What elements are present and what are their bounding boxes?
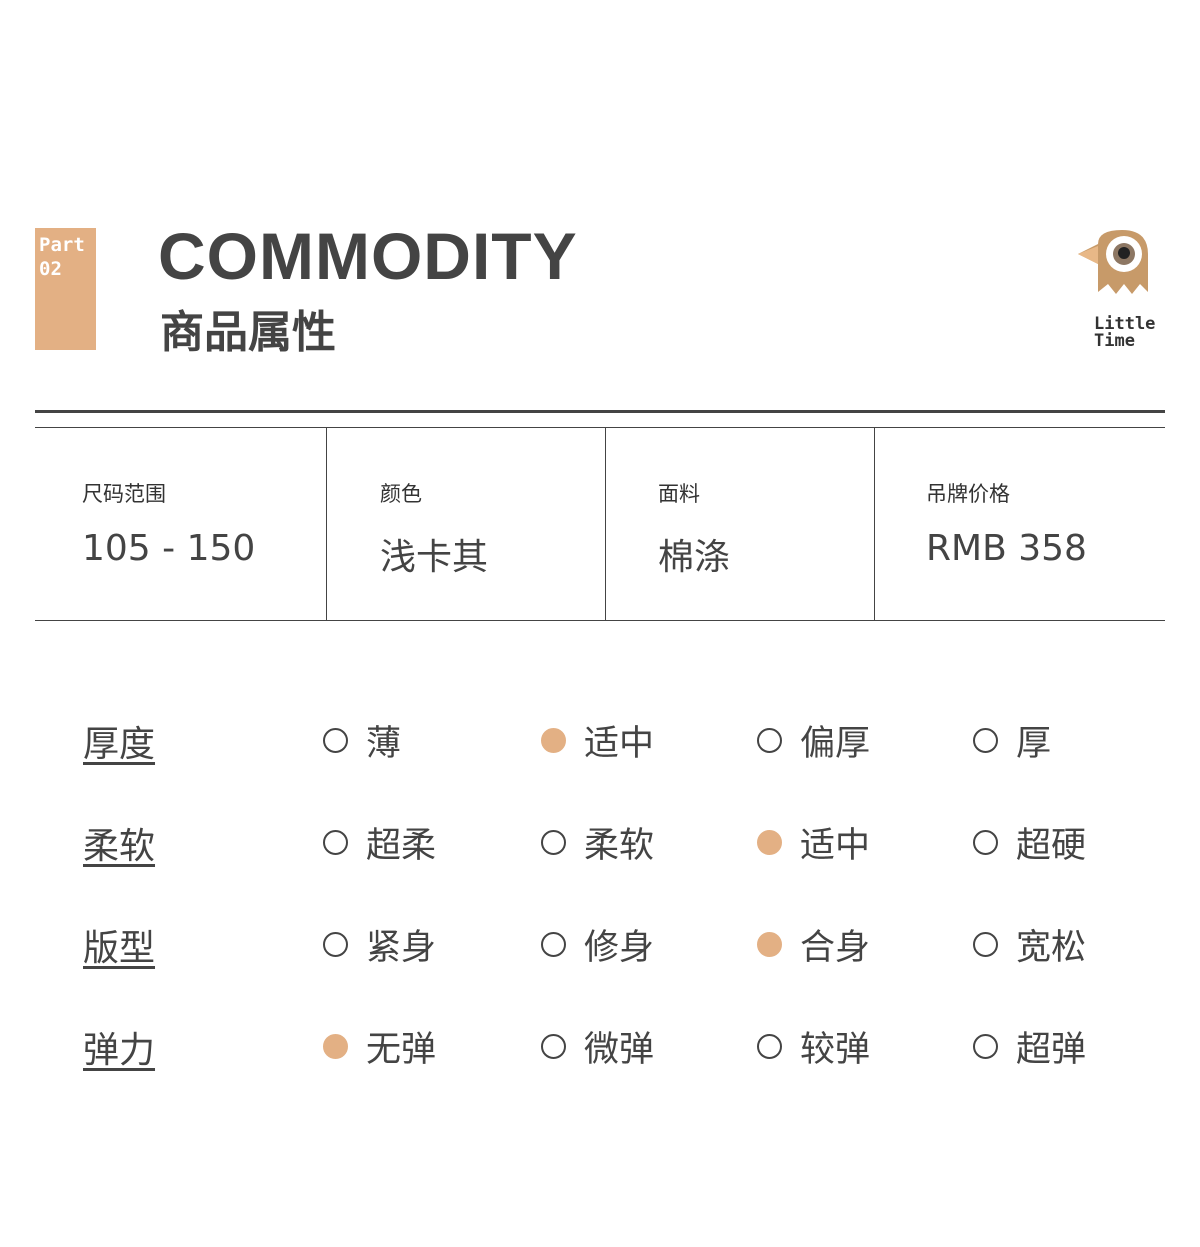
attribute-label: 版型 (83, 928, 156, 969)
option-label: 紧身 (366, 927, 437, 968)
badge-number: 02 (39, 258, 62, 280)
option-label: 薄 (366, 723, 402, 764)
radio-selected-icon[interactable] (757, 829, 782, 855)
spec-label: 面料 (658, 482, 700, 506)
attribute-option[interactable]: 超柔 (323, 817, 436, 867)
logo-text: Little Time (1094, 316, 1155, 350)
attribute-label: 厚度 (83, 724, 156, 765)
attribute-option[interactable]: 适中 (757, 817, 870, 867)
spec-label: 尺码范围 (82, 482, 166, 506)
part-badge: Part 02 (35, 228, 96, 350)
divider (874, 428, 875, 620)
divider (35, 427, 1165, 428)
spec-label: 吊牌价格 (926, 482, 1010, 506)
radio-unselected-icon[interactable] (541, 829, 566, 855)
attribute-option[interactable]: 合身 (757, 919, 870, 969)
option-label: 偏厚 (800, 723, 871, 764)
attribute-row: 厚度 薄 适中 偏厚 厚 (0, 715, 1200, 766)
attribute-option[interactable]: 适中 (541, 715, 654, 765)
radio-unselected-icon[interactable] (973, 931, 998, 957)
option-label: 超柔 (366, 825, 437, 866)
option-label: 合身 (800, 927, 871, 968)
spec-value: 棉涤 (658, 537, 731, 578)
radio-unselected-icon[interactable] (323, 727, 348, 753)
page-subtitle: 商品属性 (160, 307, 336, 358)
option-label: 柔软 (584, 825, 655, 866)
radio-selected-icon[interactable] (541, 727, 566, 753)
attribute-option[interactable]: 较弹 (757, 1021, 870, 1071)
option-label: 修身 (584, 927, 655, 968)
divider (605, 428, 606, 620)
radio-unselected-icon[interactable] (973, 829, 998, 855)
bird-logo-icon (1078, 230, 1148, 294)
spec-value: RMB 358 (926, 528, 1087, 569)
radio-unselected-icon[interactable] (541, 1033, 566, 1059)
radio-unselected-icon[interactable] (973, 727, 998, 753)
radio-unselected-icon[interactable] (323, 931, 348, 957)
divider (326, 428, 327, 620)
attribute-row: 柔软 超柔 柔软 适中 超硬 (0, 817, 1200, 868)
spec-label: 颜色 (380, 482, 422, 506)
spec-value: 105 - 150 (82, 528, 256, 569)
attribute-option[interactable]: 薄 (323, 715, 401, 765)
option-label: 无弹 (366, 1029, 437, 1070)
attribute-option[interactable]: 柔软 (541, 817, 654, 867)
attribute-row: 版型 紧身 修身 合身 宽松 (0, 919, 1200, 970)
attribute-option[interactable]: 偏厚 (757, 715, 870, 765)
radio-selected-icon[interactable] (323, 1033, 348, 1059)
option-label: 较弹 (800, 1029, 871, 1070)
option-label: 宽松 (1016, 927, 1087, 968)
attribute-option[interactable]: 微弹 (541, 1021, 654, 1071)
option-label: 超硬 (1016, 825, 1087, 866)
page-title: COMMODITY (158, 219, 578, 293)
attribute-option[interactable]: 无弹 (323, 1021, 436, 1071)
attribute-option[interactable]: 超硬 (973, 817, 1086, 867)
radio-unselected-icon[interactable] (541, 931, 566, 957)
logo-line-2: Time (1094, 331, 1135, 351)
attribute-option[interactable]: 修身 (541, 919, 654, 969)
radio-unselected-icon[interactable] (973, 1033, 998, 1059)
attribute-option[interactable]: 厚 (973, 715, 1051, 765)
option-label: 微弹 (584, 1029, 655, 1070)
radio-unselected-icon[interactable] (757, 727, 782, 753)
radio-selected-icon[interactable] (757, 931, 782, 957)
attribute-option[interactable]: 超弹 (973, 1021, 1086, 1071)
attribute-option[interactable]: 宽松 (973, 919, 1086, 969)
divider (35, 410, 1165, 413)
attribute-option[interactable]: 紧身 (323, 919, 436, 969)
attribute-label: 弹力 (83, 1030, 156, 1071)
radio-unselected-icon[interactable] (323, 829, 348, 855)
logo-line-1: Little (1094, 314, 1156, 334)
attribute-row: 弹力 无弹 微弹 较弹 超弹 (0, 1021, 1200, 1072)
attribute-label: 柔软 (83, 826, 156, 867)
option-label: 超弹 (1016, 1029, 1087, 1070)
spec-value: 浅卡其 (380, 537, 489, 578)
divider (35, 620, 1165, 621)
option-label: 适中 (584, 723, 655, 764)
badge-part-text: Part (39, 234, 85, 256)
option-label: 厚 (1016, 723, 1052, 764)
radio-unselected-icon[interactable] (757, 1033, 782, 1059)
option-label: 适中 (800, 825, 871, 866)
